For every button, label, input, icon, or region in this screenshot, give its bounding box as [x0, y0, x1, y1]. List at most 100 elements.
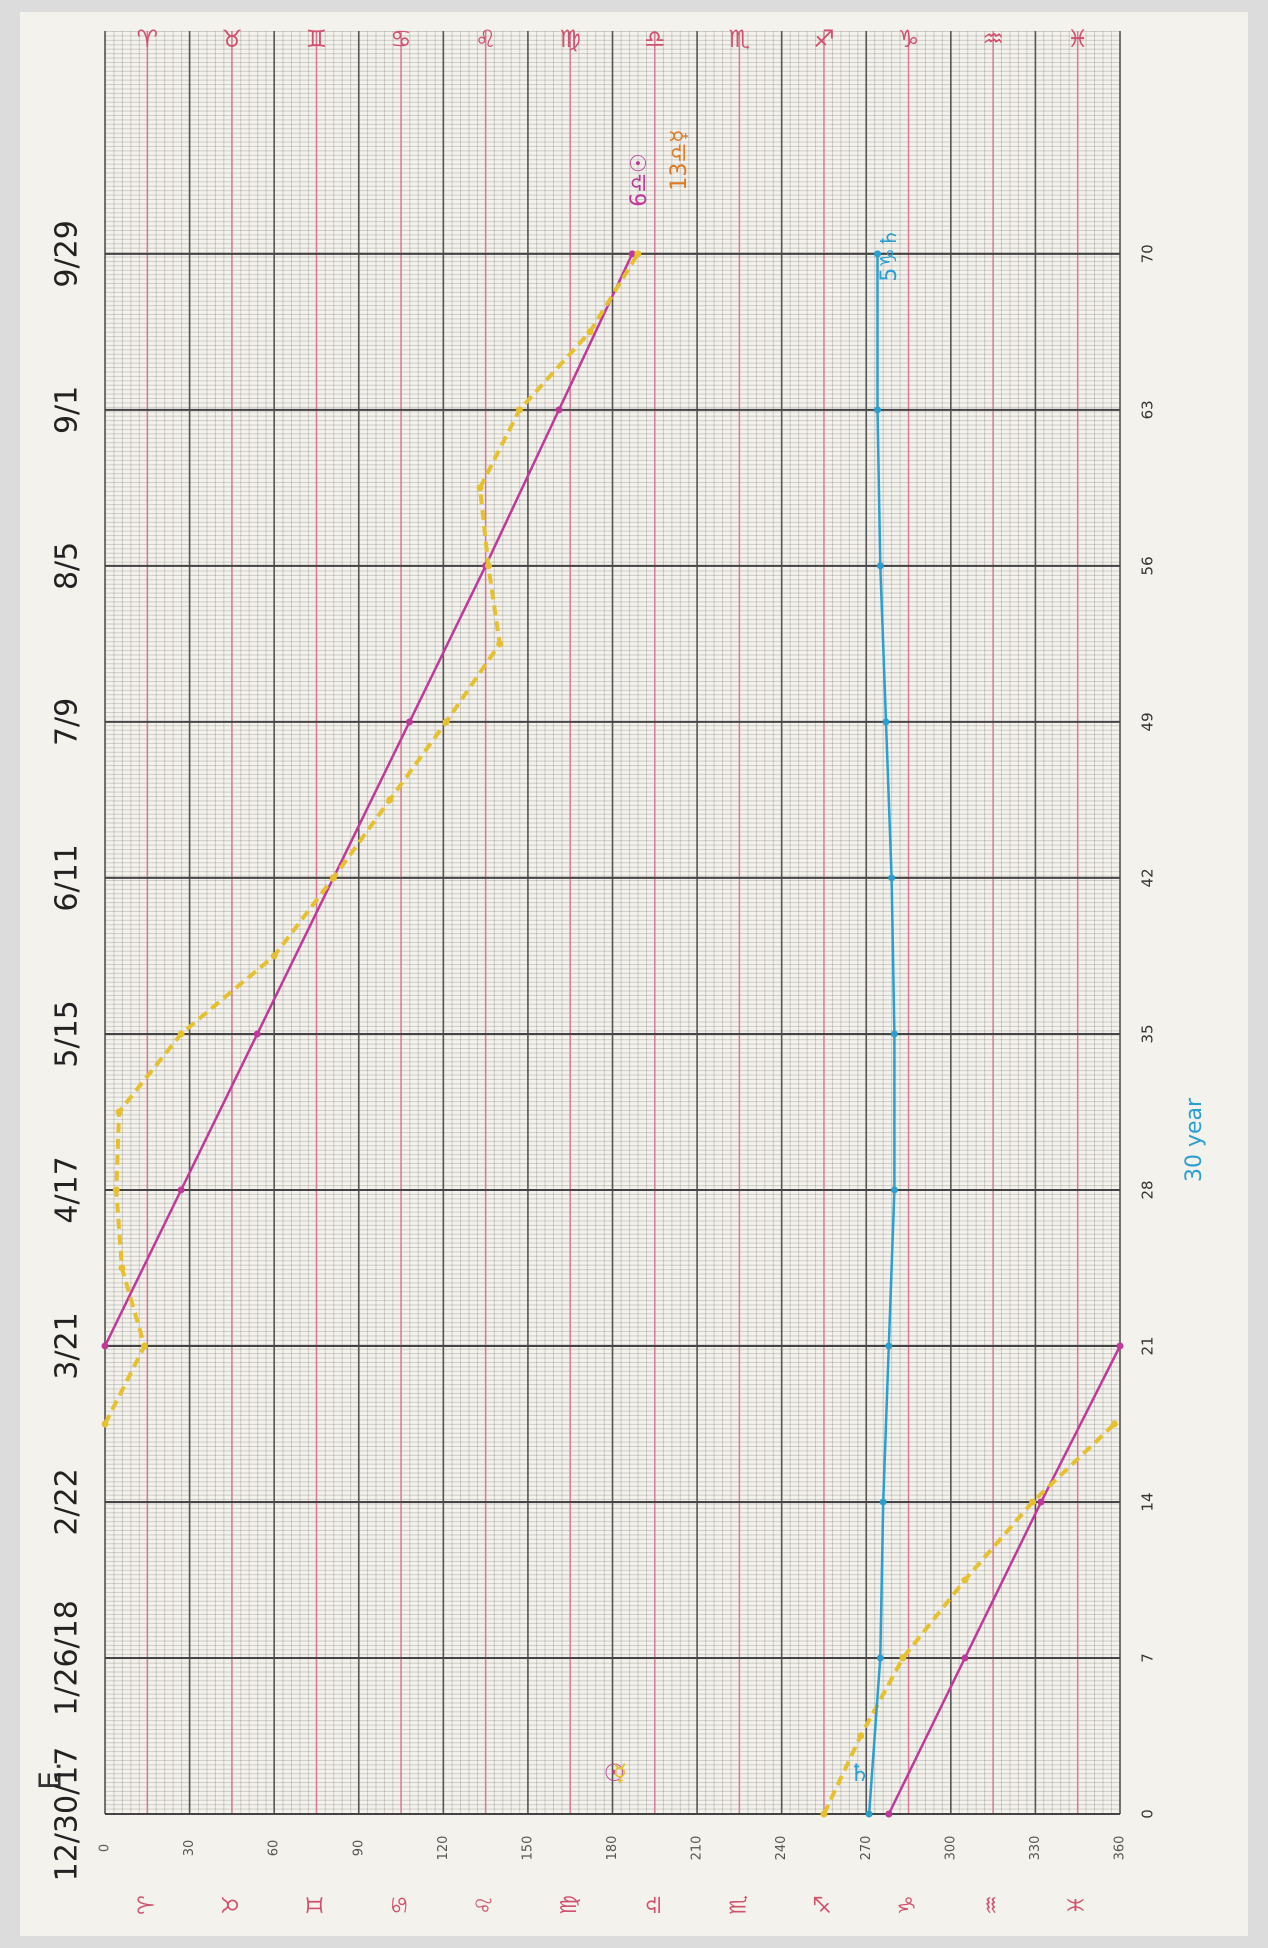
sign-label: ♍	[557, 1895, 582, 1915]
x-tick-label: 21	[1139, 1336, 1157, 1355]
date-label: 8/5	[50, 542, 85, 590]
sign-label: ♋	[388, 1895, 413, 1915]
sign-label: ♋	[390, 25, 412, 53]
point	[140, 1342, 148, 1350]
date-label: 6/11	[50, 844, 85, 911]
sign-label: ♐	[811, 1895, 836, 1915]
sign-label: ♓	[1067, 25, 1089, 53]
point	[386, 796, 394, 804]
date-label: 4/17	[50, 1156, 85, 1223]
date-label: 9/1	[50, 386, 85, 434]
point	[101, 1342, 109, 1350]
sign-label: ♉	[221, 25, 243, 53]
date-label: 1/26/18	[50, 1600, 85, 1716]
y-tick-label: 60	[267, 1840, 282, 1857]
point	[1029, 1498, 1037, 1506]
sign-label: ♎	[644, 25, 666, 53]
point	[857, 1732, 865, 1740]
sign-label: ♊	[303, 1895, 328, 1915]
sign-label: ♑	[898, 25, 920, 53]
date-label: 5/15	[50, 1000, 85, 1067]
sign-label: ♓	[1065, 1895, 1090, 1915]
point	[115, 1108, 123, 1116]
annotation: 13♎☿	[667, 129, 692, 190]
point	[874, 250, 882, 258]
point	[112, 1186, 120, 1194]
point	[879, 1498, 887, 1506]
sign-label: ♒	[982, 25, 1004, 53]
point	[1116, 1342, 1124, 1350]
point	[820, 1810, 828, 1818]
x-tick-label: 70	[1139, 244, 1157, 263]
point	[634, 250, 642, 258]
y-tick-label: 300	[943, 1836, 958, 1861]
x-tick-label: 49	[1139, 712, 1157, 731]
point	[1037, 1498, 1045, 1506]
y-tick-label: 90	[351, 1840, 366, 1857]
point	[496, 640, 504, 648]
point	[406, 718, 413, 726]
y-tick-label: 120	[436, 1836, 451, 1861]
date-label: 7/9	[50, 698, 85, 746]
point	[586, 328, 594, 336]
point	[101, 1420, 109, 1428]
x-tick-label: 14	[1139, 1492, 1157, 1511]
point	[628, 250, 636, 258]
point	[442, 718, 450, 726]
y-tick-label: 0	[98, 1844, 113, 1852]
corner-label: E.	[34, 1762, 69, 1791]
point	[177, 1030, 185, 1038]
point	[961, 1654, 969, 1662]
sign-label: ♐	[813, 25, 835, 53]
point	[888, 874, 896, 882]
sign-label: ♈	[134, 1895, 159, 1915]
point	[476, 484, 484, 492]
date-label: 2/22	[50, 1468, 85, 1535]
series-line	[103, 253, 1122, 1815]
point	[270, 952, 278, 960]
x-tick-label: 7	[1139, 1653, 1157, 1663]
point	[961, 1576, 969, 1584]
sign-label: ♏	[729, 25, 751, 53]
annotation: 5♑♄	[877, 228, 902, 281]
x-tick-label: 28	[1139, 1180, 1157, 1199]
point	[515, 406, 523, 414]
sign-label: ♌	[475, 25, 497, 53]
series-line	[103, 252, 1116, 1815]
y-tick-label: 30	[182, 1840, 197, 1857]
point	[253, 1030, 261, 1038]
x-tick-label: 63	[1139, 400, 1157, 419]
y-tick-label: 150	[520, 1836, 535, 1861]
point	[876, 562, 884, 570]
point	[1110, 1420, 1118, 1428]
series-name: ♄	[849, 1759, 871, 1787]
point	[885, 1810, 893, 1818]
point	[484, 562, 492, 570]
y-tick-label: 240	[774, 1836, 789, 1861]
point	[865, 1810, 873, 1818]
point	[885, 1342, 893, 1350]
point	[890, 1186, 898, 1194]
point	[899, 1654, 907, 1662]
y-tick-label: 330	[1028, 1836, 1043, 1861]
annotation: 6♎☉	[627, 153, 652, 206]
y-tick-label: 360	[1113, 1836, 1128, 1861]
point	[890, 1030, 898, 1038]
x-tick-label: 0	[1139, 1809, 1157, 1819]
sign-label: ♊	[306, 25, 328, 53]
point	[118, 1264, 126, 1272]
x-tick-label: 42	[1139, 868, 1157, 887]
date-label: 3/21	[50, 1312, 85, 1379]
sign-label: ♍	[559, 25, 581, 53]
x-tick-label: 56	[1139, 556, 1157, 575]
point	[555, 406, 563, 414]
x-tick-label: 35	[1139, 1024, 1157, 1043]
sign-label: ♑	[896, 1895, 921, 1915]
point	[177, 1186, 185, 1194]
annotation: 30 year	[1182, 1097, 1207, 1182]
point	[329, 874, 337, 882]
sign-label: ♌	[473, 1895, 498, 1915]
date-label: 9/29	[50, 220, 85, 287]
